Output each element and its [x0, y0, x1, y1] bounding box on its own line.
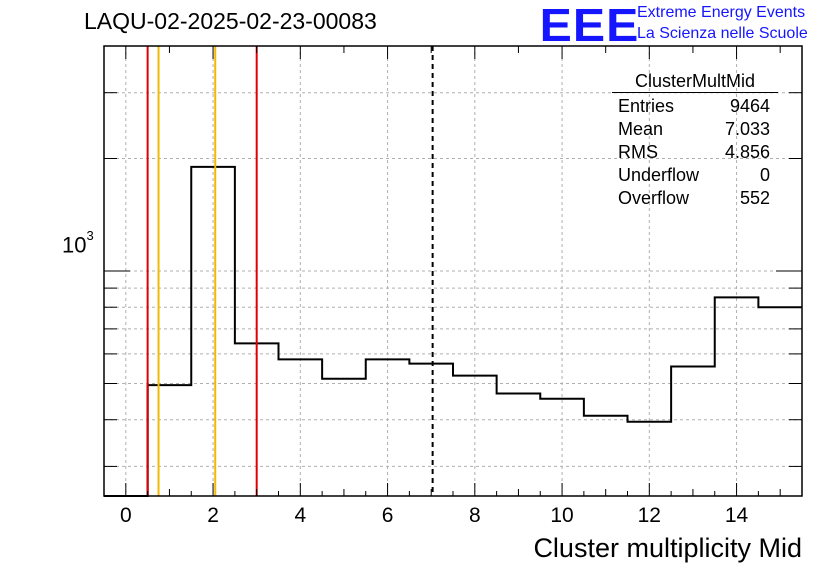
histogram-bin	[322, 379, 366, 496]
x-tick-label: 8	[469, 504, 481, 527]
x-axis-label: Cluster multiplicity Mid	[533, 533, 802, 563]
histogram-bin	[191, 167, 235, 496]
stats-label: Mean	[618, 119, 664, 139]
x-tick-label: 0	[120, 504, 132, 527]
y-tick-label: 103	[62, 228, 94, 258]
histogram-bin	[540, 399, 584, 496]
y-tick-base: 10	[62, 232, 87, 258]
histogram-bin	[497, 394, 541, 496]
logo-line-2: La Scienza nelle Scuole	[637, 25, 808, 42]
stats-value: 0	[759, 165, 770, 185]
y-tick-exponent: 3	[86, 228, 94, 243]
histogram-bin	[758, 307, 802, 496]
stats-label: Overflow	[618, 188, 690, 208]
stats-row: Mean 7.033	[612, 118, 778, 141]
x-tick-label: 10	[550, 504, 573, 527]
histogram-bin	[584, 416, 628, 496]
histogram-bin	[279, 359, 323, 496]
stats-value: 4.856	[724, 142, 770, 162]
x-tick-labels: 0 2 4 6 8 10 12 14	[120, 504, 749, 527]
stats-row: RMS 4.856	[612, 141, 778, 164]
stats-label: Underflow	[618, 165, 700, 185]
histogram-bin	[409, 364, 453, 496]
marker-lines	[146, 46, 434, 496]
stats-box: ClusterMultMid Entries 9464 Mean 7.033 R…	[612, 70, 778, 210]
stats-value: 9464	[729, 96, 770, 116]
x-tick-label: 14	[725, 504, 749, 527]
histogram-outline	[104, 165, 802, 497]
run-title: LAQU-02-2025-02-23-00083	[84, 8, 377, 34]
stats-label: RMS	[618, 142, 658, 162]
stats-row: Underflow 0	[612, 164, 778, 187]
stats-title: ClusterMultMid	[612, 70, 778, 93]
histogram-bin	[671, 367, 715, 496]
stats-label: Entries	[618, 96, 675, 116]
stats-value: 552	[739, 188, 770, 208]
axis-ticks	[103, 45, 803, 496]
histogram-bin	[715, 297, 759, 496]
logo-line-1: Extreme Energy Events	[637, 4, 806, 21]
x-tick-label: 2	[207, 504, 219, 527]
eee-logo: EEE	[539, 0, 640, 51]
grid	[104, 45, 802, 496]
histogram-bin	[148, 385, 192, 496]
histogram-bin	[453, 376, 497, 496]
x-tick-label: 6	[382, 504, 394, 527]
histogram-bars	[104, 165, 802, 497]
x-tick-label: 12	[638, 504, 661, 527]
stats-row: Entries 9464	[612, 95, 778, 118]
stats-row: Overflow 552	[612, 187, 778, 210]
histogram-bin	[366, 359, 410, 496]
x-tick-label: 4	[294, 504, 306, 527]
stats-value: 7.033	[724, 119, 770, 139]
